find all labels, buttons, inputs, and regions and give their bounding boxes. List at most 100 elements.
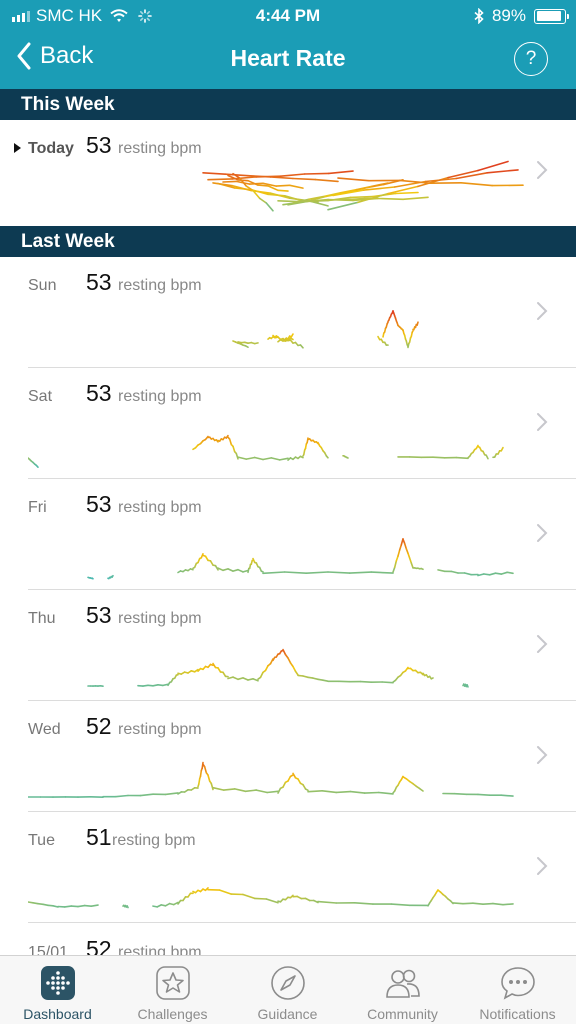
chevron-right-icon bbox=[537, 857, 548, 875]
sparkline-segment bbox=[228, 438, 233, 446]
sparkline-segment bbox=[362, 186, 396, 191]
tab-dashboard[interactable]: Dashboard bbox=[0, 956, 115, 1024]
sparkline-segment bbox=[222, 568, 229, 572]
sparkline-segment bbox=[282, 648, 287, 656]
sparkline-segment bbox=[247, 179, 259, 186]
sparkline-segment bbox=[233, 788, 247, 793]
sparkline-segment bbox=[152, 683, 159, 687]
bluetooth-icon bbox=[474, 8, 484, 24]
sparkline-segment bbox=[202, 171, 227, 176]
sparkline-segment bbox=[223, 788, 236, 791]
sparkline-segment bbox=[264, 664, 269, 672]
sparkline-segment bbox=[237, 179, 249, 182]
tab-guidance[interactable]: Guidance bbox=[230, 956, 345, 1024]
wifi-icon bbox=[110, 9, 128, 22]
sparkline-segment bbox=[287, 775, 292, 782]
sparkline-segment bbox=[397, 549, 401, 557]
sparkline-segment bbox=[250, 188, 269, 196]
sparkline-segment bbox=[193, 668, 199, 673]
sparkline-segment bbox=[377, 791, 394, 795]
sparkline-segment bbox=[237, 677, 244, 681]
back-label: Back bbox=[40, 42, 94, 69]
day-label: Fri bbox=[28, 499, 47, 516]
back-button[interactable]: Back bbox=[16, 42, 93, 70]
help-button[interactable]: ? bbox=[514, 42, 548, 76]
chevron-right-icon bbox=[537, 746, 548, 764]
sparkline-segment bbox=[317, 678, 324, 682]
sparkline-segment bbox=[462, 902, 474, 905]
sparkline-segment bbox=[416, 321, 419, 326]
sparkline-segment bbox=[327, 170, 354, 175]
sparkline-segment bbox=[157, 683, 164, 687]
sparkline-segment bbox=[500, 794, 514, 797]
heart-rate-sparkline bbox=[87, 648, 469, 688]
sparkline-segment bbox=[267, 185, 279, 192]
sparkline-segment bbox=[242, 569, 249, 573]
tab-label: Dashboard bbox=[23, 1006, 92, 1022]
sparkline-segment bbox=[224, 173, 249, 177]
sparkline-segment bbox=[244, 344, 249, 349]
sparkline-segment bbox=[212, 786, 225, 791]
sparkline-segment bbox=[253, 897, 268, 900]
chevron-right-icon bbox=[537, 524, 548, 542]
tab-label: Guidance bbox=[257, 1006, 318, 1022]
sparkline-segment bbox=[312, 677, 319, 681]
day-row-sun[interactable]: Sun 53 resting bpm bbox=[0, 257, 576, 368]
sparkline-segment bbox=[432, 456, 446, 459]
sparkline-segment bbox=[242, 677, 249, 681]
sparkline-segment bbox=[277, 787, 282, 794]
day-row-wed[interactable]: Wed 52 resting bpm bbox=[0, 701, 576, 812]
sparkline-segment bbox=[259, 671, 264, 679]
day-row-sat[interactable]: Sat 53 resting bpm bbox=[0, 368, 576, 479]
sparkline-segment bbox=[283, 571, 308, 575]
sparkline-segment bbox=[232, 172, 241, 179]
sparkline-segment bbox=[386, 321, 389, 325]
sparkline-segment bbox=[287, 657, 292, 664]
sparkline-segment bbox=[142, 684, 149, 687]
carrier-name: SMC HK bbox=[36, 6, 103, 25]
sparkline-segment bbox=[289, 774, 294, 778]
heart-rate-sparkline bbox=[87, 537, 514, 580]
sparkline-segment bbox=[282, 781, 287, 788]
sparkline-segment bbox=[247, 677, 254, 681]
sparkline-segment bbox=[245, 456, 256, 460]
tab-label: Notifications bbox=[479, 1006, 556, 1022]
sparkline-segment bbox=[32, 901, 39, 905]
status-bar: SMC HK 4:44 PM 89% bbox=[0, 0, 576, 30]
chevron-right-icon bbox=[537, 413, 548, 431]
sparkline-segment bbox=[262, 457, 273, 461]
sparkline-segment bbox=[283, 194, 303, 202]
sparkline-segment bbox=[348, 571, 373, 574]
sparkline-segment bbox=[402, 196, 429, 201]
sparkline-segment bbox=[410, 562, 414, 569]
tab-challenges[interactable]: Challenges bbox=[115, 956, 230, 1024]
sparkline-segment bbox=[266, 790, 279, 794]
sparkline-segment bbox=[189, 568, 194, 571]
resting-bpm-value: 51 bbox=[86, 824, 112, 850]
sparkline-segment bbox=[252, 677, 259, 682]
sparkline-segment bbox=[277, 189, 289, 192]
sparkline-segment bbox=[506, 571, 514, 575]
sparkline-segment bbox=[477, 573, 485, 577]
day-row-today[interactable]: Today 53 resting bpm bbox=[0, 120, 576, 226]
sparkline-segment bbox=[237, 456, 248, 460]
sparkline-segment bbox=[398, 179, 432, 185]
sparkline-segment bbox=[292, 772, 297, 779]
community-people-icon bbox=[385, 969, 420, 998]
sparkline-segment bbox=[452, 902, 464, 905]
sparkline-segment bbox=[407, 552, 411, 560]
day-row-thu[interactable]: Thu 53 resting bpm bbox=[0, 590, 576, 701]
sparkline-segment bbox=[255, 789, 268, 794]
sparkline-segment bbox=[339, 188, 358, 194]
day-row-fri[interactable]: Fri 53 resting bpm bbox=[0, 479, 576, 590]
tab-community[interactable]: Community bbox=[345, 956, 460, 1024]
tab-notifications[interactable]: Notifications bbox=[460, 956, 575, 1024]
day-row-tue[interactable]: Tue 51 resting bpm bbox=[0, 812, 576, 923]
dashboard-icon bbox=[40, 966, 75, 1000]
sparkline-segment bbox=[257, 184, 269, 187]
sparkline-segment bbox=[209, 560, 214, 566]
notifications-chat-icon bbox=[500, 967, 535, 1000]
signal-icon bbox=[12, 10, 30, 22]
section-last-week: Last Week bbox=[0, 226, 576, 257]
sparkline-segment bbox=[303, 172, 330, 175]
